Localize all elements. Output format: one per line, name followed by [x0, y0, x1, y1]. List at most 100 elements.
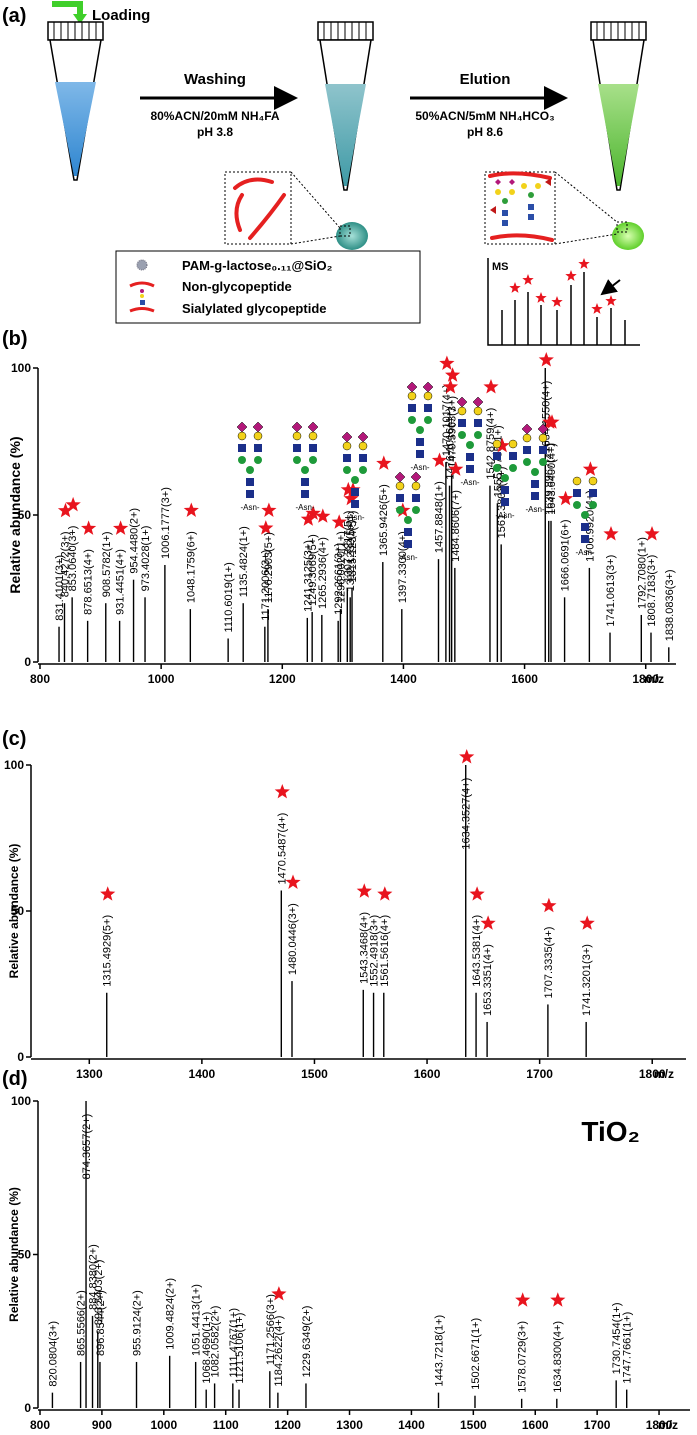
- star-marker: [376, 455, 392, 470]
- peak-label: 1542.8759(4+): [485, 408, 497, 480]
- glycan-hexnac: [246, 490, 254, 498]
- x-tick-label: 1300: [336, 1418, 363, 1432]
- peak-label: 1792.7080(1+): [636, 537, 648, 609]
- peak-label: 1561.5616(4+): [379, 915, 391, 987]
- spectrum-panel: (d) Relative abundance (%) 0 50 100 800 900 100…: [2, 1068, 690, 1432]
- x-tick-label: 1800: [639, 1067, 666, 1081]
- peak-label: 1315.4929(5+): [102, 915, 114, 987]
- glycan-hexnac: [581, 523, 589, 531]
- glycan-gal: [508, 439, 518, 449]
- star-marker: [356, 883, 372, 898]
- y-tick-label: 50: [18, 1248, 32, 1262]
- panel-label: (a): [2, 5, 26, 27]
- peak-label: 973.4028(1+): [140, 526, 152, 592]
- tube-1: [47, 21, 104, 181]
- glycan-hexnac: [416, 450, 424, 458]
- star-marker: [258, 520, 274, 535]
- glycan-man: [301, 466, 309, 474]
- peak-label: 1135.4824(1+): [238, 526, 250, 597]
- loading-arrow-head: [73, 14, 87, 24]
- peak-label: 1578.0729(3+): [517, 1321, 529, 1393]
- star-marker: [448, 461, 464, 476]
- tube-3: [590, 21, 647, 250]
- glycan-icon: -Asn-: [406, 381, 434, 472]
- star-marker: [183, 502, 199, 517]
- legend-item: Sialylated glycopeptide: [182, 301, 327, 316]
- washing-text: Washing: [184, 71, 246, 88]
- star-marker: [550, 1292, 566, 1307]
- star-marker: [459, 749, 475, 764]
- glycan-man: [539, 458, 547, 466]
- peak-label: 1176.2903(5+): [263, 532, 275, 603]
- panel-label: (d): [2, 1068, 28, 1090]
- glycan-icon: -Asn-: [236, 421, 264, 512]
- x-tick-label: 1000: [148, 672, 175, 686]
- star-marker: [439, 355, 455, 370]
- star-marker: [315, 508, 331, 523]
- washing-ph: pH 3.8: [197, 125, 233, 139]
- star-marker: [113, 520, 129, 535]
- x-tick-label: 800: [30, 1418, 50, 1432]
- glycan-gal: [588, 476, 598, 486]
- glycan-sia: [236, 421, 264, 433]
- mini-ms: MS: [487, 258, 640, 346]
- star-marker: [285, 874, 301, 889]
- x-tick-label: 1300: [76, 1067, 103, 1081]
- glycan-man: [458, 431, 466, 439]
- peak-label: 1484.8606(7+): [450, 490, 462, 562]
- legend-item: Non-glycopeptide: [182, 279, 292, 294]
- peak-label: 1265.2936(4+): [317, 537, 329, 609]
- spectrum-panel: (c) Relative abundance (%) 0 50 100 1300 1400 1…: [2, 381, 686, 1081]
- peak-label: 1307.3217(5+): [342, 511, 354, 583]
- peak-label: 1184.2622(4+): [273, 1316, 285, 1387]
- glycan-hexnac: [412, 494, 420, 502]
- peak-label: 853.0640(3+): [67, 526, 79, 592]
- glycan-hexnac: [458, 419, 466, 427]
- glycan-gal: [407, 391, 417, 401]
- glycan-hexnac: [589, 489, 597, 497]
- peak-label: 831.4101(3+): [54, 555, 66, 621]
- glycan-asn: -Asn-: [240, 503, 259, 512]
- glycan-icon: -Asn-: [394, 471, 422, 562]
- glycan-gal: [253, 431, 263, 441]
- glycan-gal: [423, 391, 433, 401]
- y-axis-title: Relative abundance (%): [7, 436, 23, 593]
- glycan-gal: [358, 441, 368, 451]
- y-axis-title: Relative abundance (%): [7, 1187, 21, 1322]
- x-tick-label: 1400: [398, 1418, 425, 1432]
- glycan-hexnac: [493, 452, 501, 460]
- glycan-gal: [395, 481, 405, 491]
- glycan-man: [589, 501, 597, 509]
- glycan-man: [404, 516, 412, 524]
- glycan-hexnac: [404, 528, 412, 536]
- peak-label: 1171.2006(3+): [260, 550, 272, 621]
- x-tick-label: 900: [92, 1418, 112, 1432]
- peak-label: 1082.0582(2+): [210, 1306, 222, 1378]
- peak-label: 1292.2661(3+): [333, 543, 345, 615]
- panel-label: (c): [2, 728, 26, 750]
- y-tick-label: 0: [24, 1401, 31, 1415]
- glycan-gal: [292, 431, 302, 441]
- loading-text: Loading: [92, 7, 150, 24]
- star-marker: [343, 490, 359, 506]
- x-tick-label: 800: [30, 672, 50, 686]
- star-marker: [300, 511, 316, 526]
- peak-label: 1470.5487(4+): [276, 813, 288, 885]
- star-marker: [274, 784, 290, 799]
- glycan-hexnac: [254, 444, 262, 452]
- glycan-icon: -Asn-: [521, 423, 549, 514]
- glycan-hexnac: [509, 452, 517, 460]
- peak-label: 1051.4413(1+): [191, 1284, 203, 1356]
- glycan-asn: -Asn-: [495, 511, 514, 520]
- peak-label: 1730.7454(1+): [611, 1302, 623, 1374]
- peak-label: 1543.3468(4+): [358, 912, 370, 984]
- star-marker: [445, 367, 461, 382]
- washing-solvent: 80%ACN/20mM NH₄FA: [150, 109, 279, 123]
- peak-label: 1006.1777(3+): [160, 487, 172, 559]
- x-tick-label: 1600: [511, 672, 538, 686]
- glycan-icon: -Asn-: [456, 396, 484, 487]
- peak-label: 1666.0691(6+): [560, 519, 572, 591]
- x-tick-label: 1600: [522, 1418, 549, 1432]
- peak-label: 1048.1759(6+): [185, 531, 197, 603]
